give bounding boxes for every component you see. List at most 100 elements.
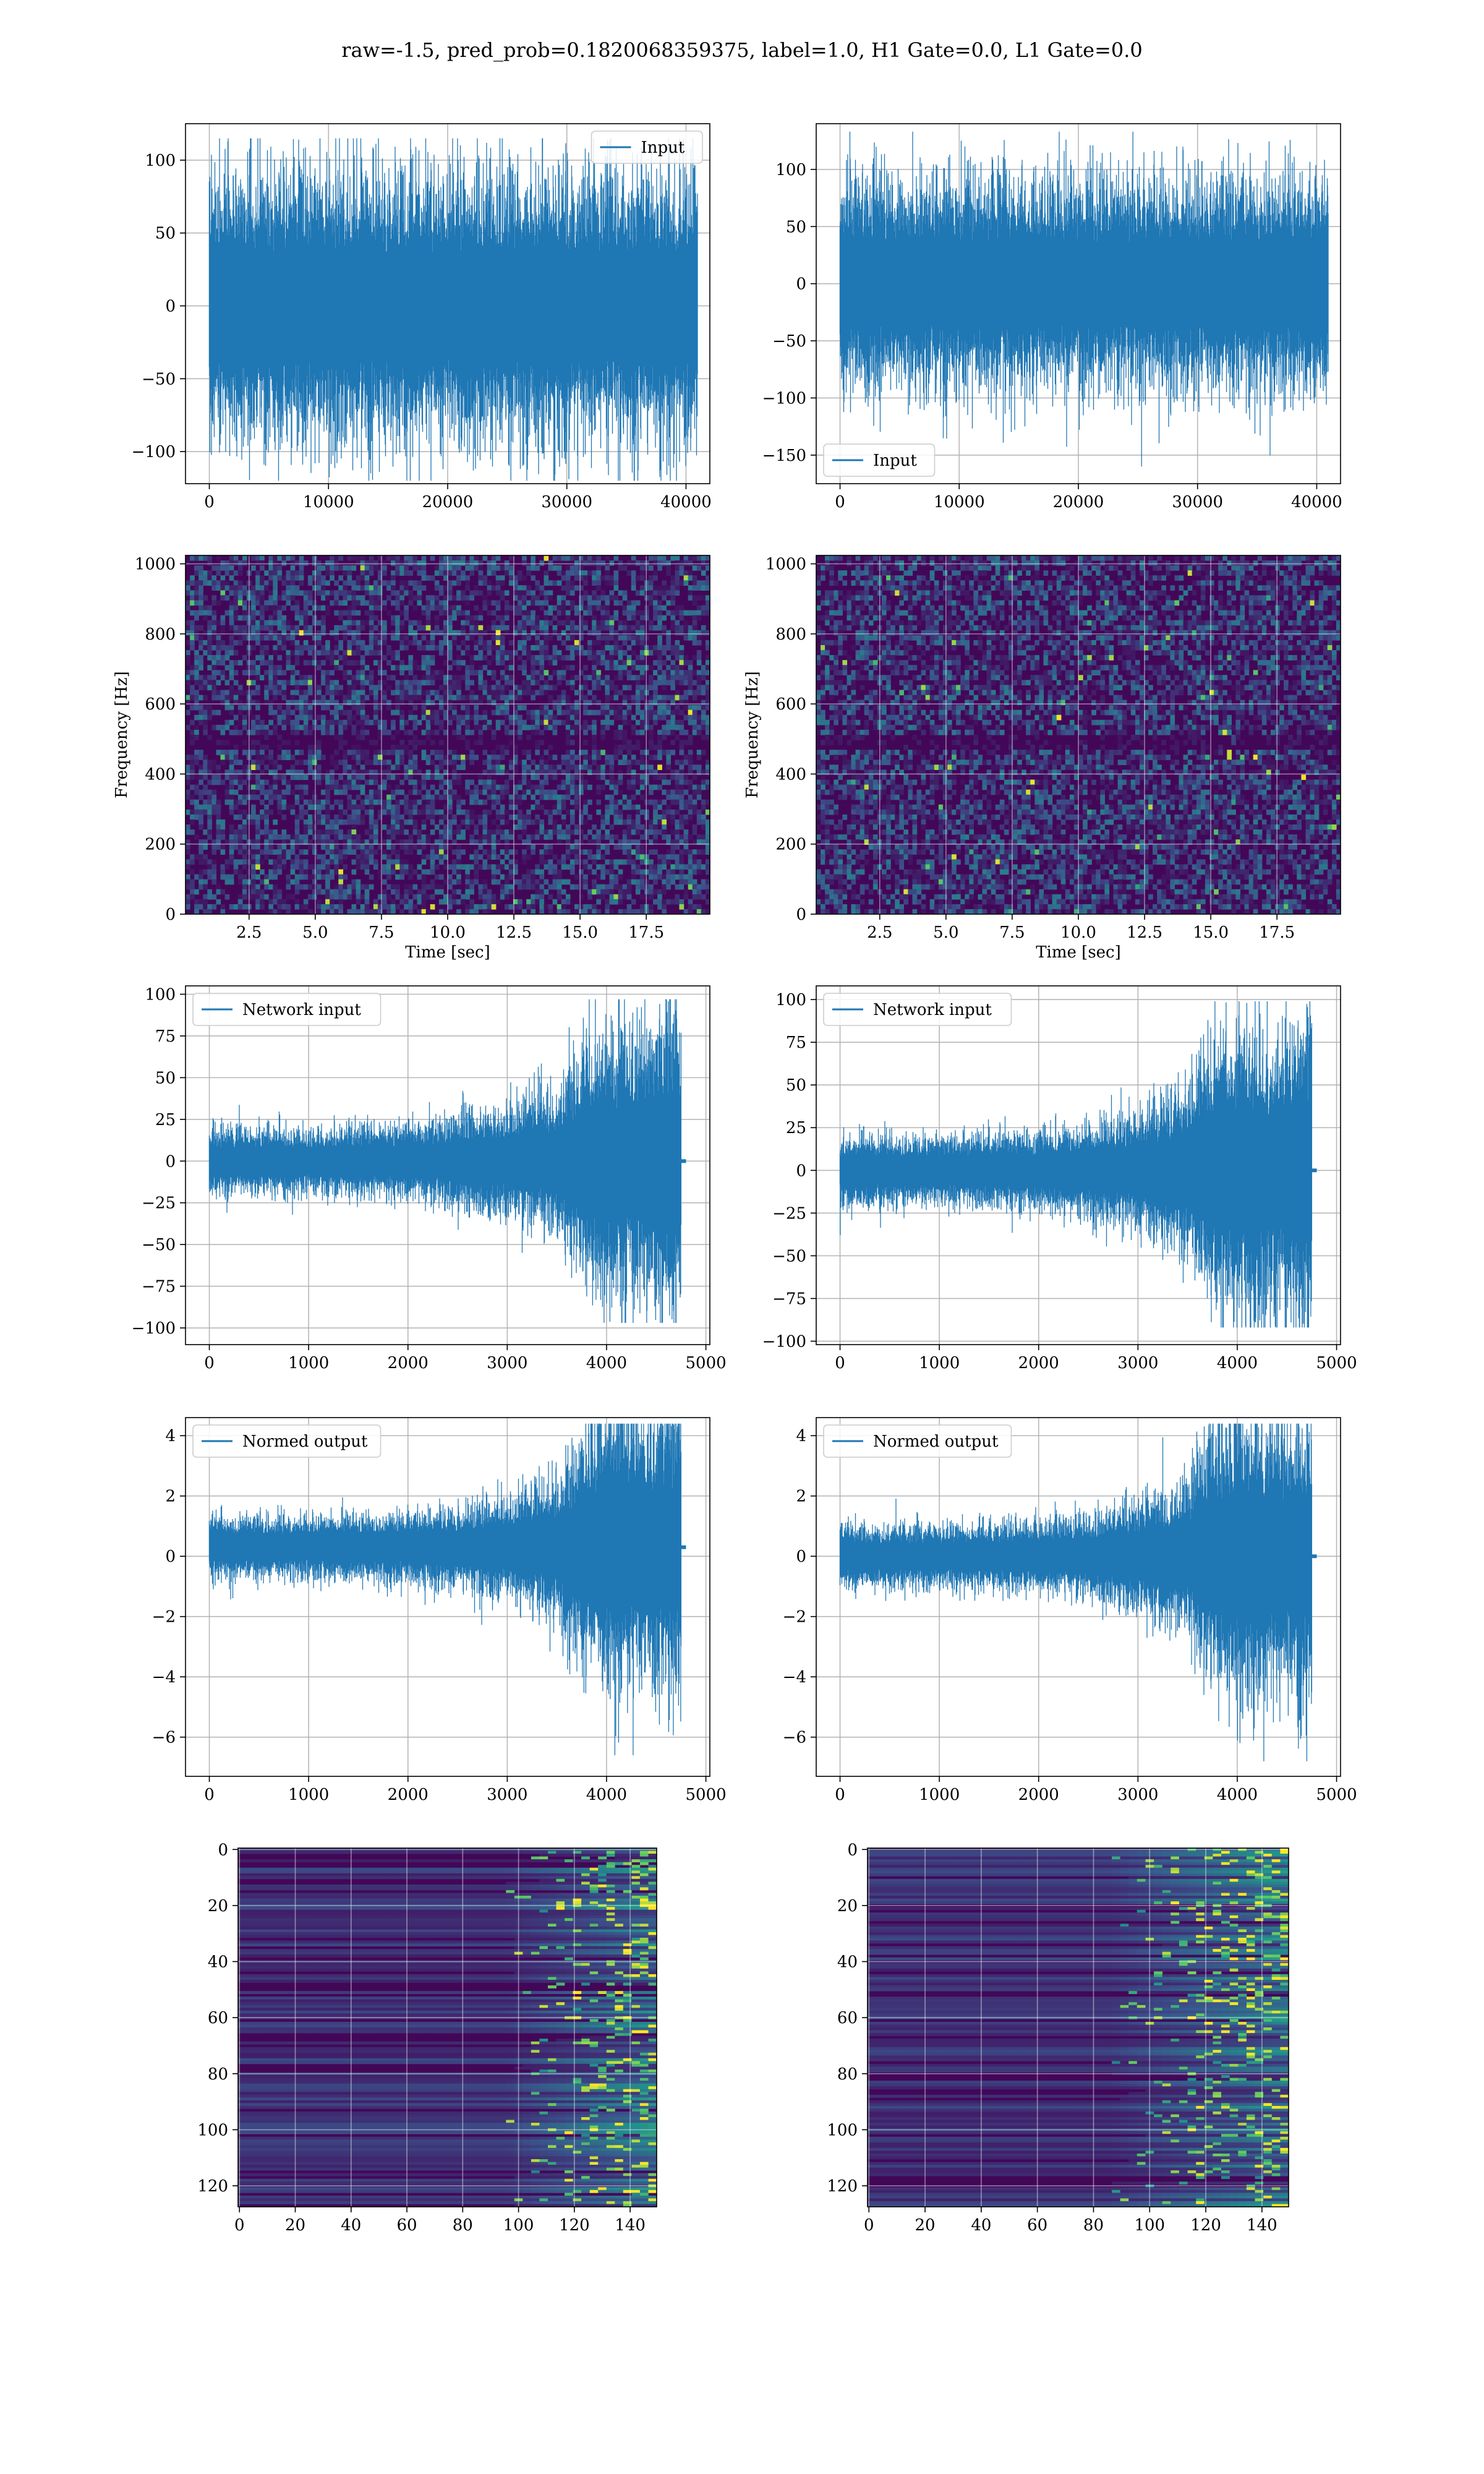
heatmap-cell [233,774,239,781]
heatmap-cell [190,799,195,805]
heatmap-cell [277,625,283,631]
heatmap-cell [303,700,309,706]
heatmap-cell [535,620,540,626]
heatmap-cell [587,864,592,870]
heatmap-cell [229,625,234,631]
heatmap-cell [360,620,365,626]
heatmap-cell [211,625,217,631]
heatmap-cell [356,600,361,606]
heatmap-cell [438,814,444,820]
heatmap-cell [299,650,304,656]
heatmap-cell [508,774,514,781]
heatmap-cell [613,755,619,760]
heatmap-cell [237,834,243,840]
heatmap-cell [587,600,592,606]
heatmap-cell [391,884,396,890]
heatmap-cell [207,760,212,765]
heatmap-cell [622,660,628,666]
heatmap-cell [325,580,330,586]
heatmap-cell [618,760,623,765]
heatmap-cell [644,724,649,730]
heatmap-cell [705,645,710,651]
heatmap-cell [592,884,597,890]
heatmap-cell [299,610,304,616]
heatmap-cell [430,794,435,800]
heatmap-cell [194,735,199,740]
heatmap-cell [465,675,470,680]
heatmap-cell [207,625,212,631]
heatmap-cell [430,859,435,865]
heatmap-cell [246,695,252,701]
heatmap-cell [334,630,339,636]
heatmap-cell [508,640,514,646]
heatmap-cell [701,690,706,696]
heatmap-cell [522,650,527,656]
heatmap-cell [443,760,448,765]
heatmap-cell [198,625,203,631]
heatmap-cell [670,874,676,880]
heatmap-cell [544,724,549,730]
heatmap-cell [600,864,605,870]
heatmap-cell [469,590,474,596]
heatmap-cell [569,650,575,656]
heatmap-cell [631,640,636,646]
heatmap-cell [701,834,706,840]
heatmap-cell [334,789,339,795]
heatmap-cell [395,764,400,770]
heatmap-cell [522,665,527,670]
heatmap-cell [281,595,287,601]
heatmap-cell [421,605,427,611]
heatmap-cell [268,690,273,696]
heatmap-cell [194,834,199,840]
heatmap-cell [237,704,243,711]
heatmap-cell [438,685,444,691]
heatmap-cell [307,690,313,696]
heatmap-cell [421,700,427,706]
heatmap-cell [290,864,296,870]
heatmap-cell [417,719,422,726]
heatmap-cell [294,864,300,870]
heatmap-cell [561,670,566,675]
heatmap-cell [317,580,322,586]
heatmap-cell [518,685,522,691]
heatmap-cell [539,854,545,860]
heatmap-cell [404,665,409,670]
heatmap-cell [653,700,658,706]
heatmap-cell [399,859,404,865]
heatmap-cell [539,665,545,670]
heatmap-cell [190,819,195,825]
heatmap-cell [657,784,662,790]
heatmap-cell [281,799,287,805]
heatmap-cell [552,794,558,800]
heatmap-cell [391,869,396,875]
heatmap-cell [675,809,680,815]
heatmap-cell [303,560,309,566]
heatmap-cell [622,695,628,701]
heatmap-cell [461,809,466,815]
heatmap-cell [631,660,636,666]
heatmap-cell [356,864,361,870]
heatmap-cell [688,555,693,561]
heatmap-cell [307,575,313,581]
heatmap-cell [705,719,710,726]
heatmap-cell [260,769,265,776]
heatmap-cell [666,610,671,616]
heatmap-cell [600,814,605,820]
heatmap-cell [644,585,649,591]
heatmap-cell [246,670,252,675]
heatmap-cell [404,640,409,646]
heatmap-cell [574,839,579,845]
heatmap-cell [670,869,676,875]
heatmap-cell [281,724,287,730]
heatmap-cell [465,670,470,675]
heatmap-cell [491,760,497,765]
heatmap-cell [224,719,230,726]
heatmap-cell [290,635,296,641]
heatmap-cell [351,819,357,825]
heatmap-cell [548,814,553,820]
heatmap-cell [443,709,448,716]
heatmap-cell [635,844,641,850]
heatmap-cell [518,879,522,885]
heatmap-cell [500,695,505,701]
heatmap-cell [321,630,326,636]
